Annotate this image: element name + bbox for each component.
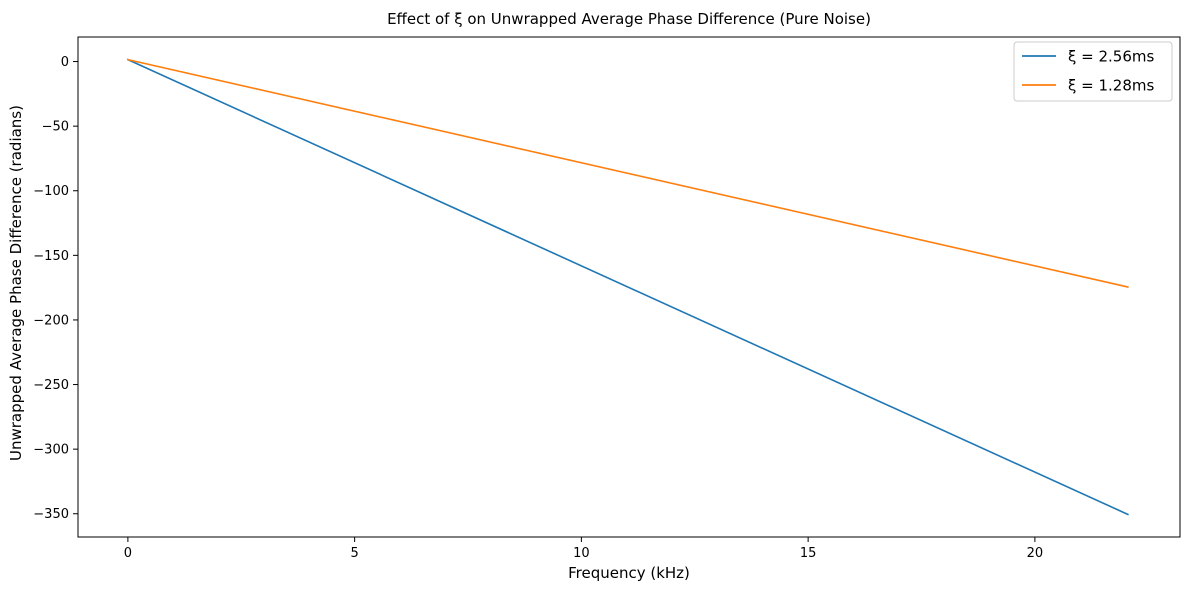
x-tick-label: 5 — [350, 546, 358, 561]
y-axis-ticks: 0 −50 −100 −150 −200 −250 −300 −350 — [33, 55, 78, 522]
y-tick-label: −200 — [33, 313, 69, 328]
legend-label-1: ξ = 2.56ms — [1068, 48, 1154, 66]
series-line-2 — [126, 58, 1129, 288]
x-tick-label: 15 — [800, 546, 817, 561]
x-tick-label: 0 — [124, 546, 132, 561]
y-tick-label: 0 — [61, 55, 69, 70]
y-tick-label: −50 — [42, 120, 69, 135]
y-tick-label: −150 — [33, 249, 69, 264]
x-axis-label: Frequency (kHz) — [568, 564, 690, 582]
y-tick-label: −350 — [33, 507, 69, 522]
y-tick-label: −250 — [33, 378, 69, 393]
axes-frame — [77, 36, 1181, 538]
y-tick-label: −300 — [33, 443, 69, 458]
chart-title: Effect of ξ on Unwrapped Average Phase D… — [387, 10, 871, 28]
plot-area — [77, 36, 1181, 538]
y-axis-label: Unwrapped Average Phase Difference (radi… — [7, 105, 25, 461]
x-tick-label: 20 — [1027, 546, 1044, 561]
y-tick-label: −100 — [33, 184, 69, 199]
series-line-1 — [126, 58, 1129, 516]
legend: ξ = 2.56ms ξ = 1.28ms — [1013, 41, 1173, 102]
x-axis-ticks: 0 5 10 15 20 — [124, 537, 1043, 561]
legend-label-2: ξ = 1.28ms — [1068, 77, 1154, 95]
x-tick-label: 10 — [573, 546, 590, 561]
